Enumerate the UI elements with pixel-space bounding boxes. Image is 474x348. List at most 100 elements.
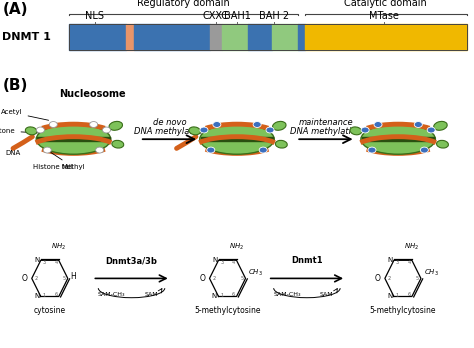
Text: 4: 4	[408, 260, 410, 265]
Text: 2: 2	[35, 276, 38, 281]
Text: N: N	[212, 293, 217, 300]
Text: Acetyl: Acetyl	[1, 110, 49, 120]
Bar	[69, 24, 467, 50]
Circle shape	[253, 121, 261, 127]
Circle shape	[374, 121, 382, 127]
Text: Histone tail: Histone tail	[33, 164, 73, 170]
Text: 2: 2	[213, 276, 216, 281]
Text: DNMT 1: DNMT 1	[2, 32, 51, 42]
Circle shape	[207, 147, 215, 153]
Bar	[69, 24, 126, 50]
Circle shape	[96, 147, 104, 153]
Text: Dnmt1: Dnmt1	[291, 256, 323, 265]
Text: 5: 5	[240, 276, 243, 281]
Text: 2: 2	[388, 276, 391, 281]
Circle shape	[361, 127, 369, 133]
Text: 3: 3	[396, 260, 399, 264]
Ellipse shape	[112, 140, 124, 148]
Text: 3: 3	[220, 260, 223, 264]
Text: SAM-CH₃: SAM-CH₃	[98, 292, 125, 296]
Text: CXXC: CXXC	[203, 11, 228, 21]
Ellipse shape	[361, 124, 436, 154]
Text: SAM-CH₃: SAM-CH₃	[273, 292, 301, 296]
Circle shape	[368, 147, 376, 153]
Circle shape	[90, 121, 98, 127]
Bar	[134, 24, 210, 50]
Ellipse shape	[273, 121, 286, 130]
Text: (A): (A)	[2, 2, 28, 17]
Text: 1: 1	[43, 293, 46, 298]
Bar	[298, 24, 305, 50]
Text: 6: 6	[408, 292, 410, 297]
Ellipse shape	[36, 124, 111, 154]
Text: DNA: DNA	[5, 150, 20, 156]
Text: Histone: Histone	[0, 128, 59, 134]
Text: SAM: SAM	[145, 292, 158, 296]
Ellipse shape	[109, 121, 122, 130]
Circle shape	[259, 147, 267, 153]
Text: maintenance: maintenance	[299, 118, 353, 127]
Bar	[210, 24, 222, 50]
Bar	[305, 24, 467, 50]
Text: N: N	[388, 257, 393, 263]
Text: 4: 4	[232, 260, 235, 265]
Circle shape	[420, 147, 428, 153]
Text: N: N	[212, 257, 218, 263]
Text: (B): (B)	[2, 78, 28, 93]
Text: 6: 6	[232, 292, 235, 297]
Text: DNA methylation: DNA methylation	[290, 127, 362, 136]
Circle shape	[43, 147, 51, 153]
Bar	[37, 137, 109, 141]
Text: BAH 2: BAH 2	[259, 11, 289, 21]
Circle shape	[36, 127, 45, 133]
Text: $NH_2$: $NH_2$	[404, 242, 419, 252]
Text: Regulatory domain: Regulatory domain	[137, 0, 229, 8]
Text: 1: 1	[396, 293, 399, 298]
Text: cytosine: cytosine	[34, 306, 66, 315]
Text: BAH1: BAH1	[224, 11, 250, 21]
Ellipse shape	[200, 124, 274, 154]
Text: $CH_3$: $CH_3$	[248, 268, 263, 278]
Bar	[248, 24, 272, 50]
Text: Methyl: Methyl	[50, 152, 85, 170]
Text: N: N	[387, 293, 392, 300]
Text: 5-methylcytosine: 5-methylcytosine	[194, 306, 261, 315]
Circle shape	[200, 127, 208, 133]
Text: O: O	[199, 274, 205, 283]
Circle shape	[427, 127, 435, 133]
Text: $NH_2$: $NH_2$	[51, 242, 66, 252]
Text: SAM: SAM	[320, 292, 334, 296]
Bar	[272, 24, 298, 50]
Text: 4: 4	[55, 260, 57, 265]
Text: 1: 1	[220, 293, 223, 298]
Bar	[201, 137, 273, 141]
Text: Nucleosome: Nucleosome	[59, 89, 126, 99]
Text: H: H	[71, 272, 76, 281]
Circle shape	[266, 127, 274, 133]
Bar	[126, 24, 134, 50]
Text: O: O	[374, 274, 380, 283]
Ellipse shape	[350, 127, 362, 135]
Text: Dnmt3a/3b: Dnmt3a/3b	[106, 256, 157, 265]
Ellipse shape	[189, 127, 201, 135]
Ellipse shape	[275, 140, 287, 148]
Text: N: N	[35, 257, 40, 263]
Text: MTase: MTase	[369, 11, 399, 21]
Ellipse shape	[25, 127, 37, 135]
Text: $NH_2$: $NH_2$	[229, 242, 244, 252]
Text: NLS: NLS	[85, 11, 104, 21]
Ellipse shape	[437, 140, 448, 148]
Text: 6: 6	[55, 292, 57, 297]
Text: de novo: de novo	[153, 118, 186, 127]
Circle shape	[49, 121, 57, 127]
Ellipse shape	[434, 121, 447, 130]
Bar	[222, 24, 248, 50]
Text: 5: 5	[416, 276, 419, 281]
Text: $CH_3$: $CH_3$	[424, 268, 438, 278]
Text: Catalytic domain: Catalytic domain	[345, 0, 427, 8]
Bar	[362, 137, 434, 141]
Text: 5: 5	[63, 276, 65, 281]
Circle shape	[102, 127, 110, 133]
Text: DNA methylation: DNA methylation	[134, 127, 205, 136]
Circle shape	[414, 121, 422, 127]
